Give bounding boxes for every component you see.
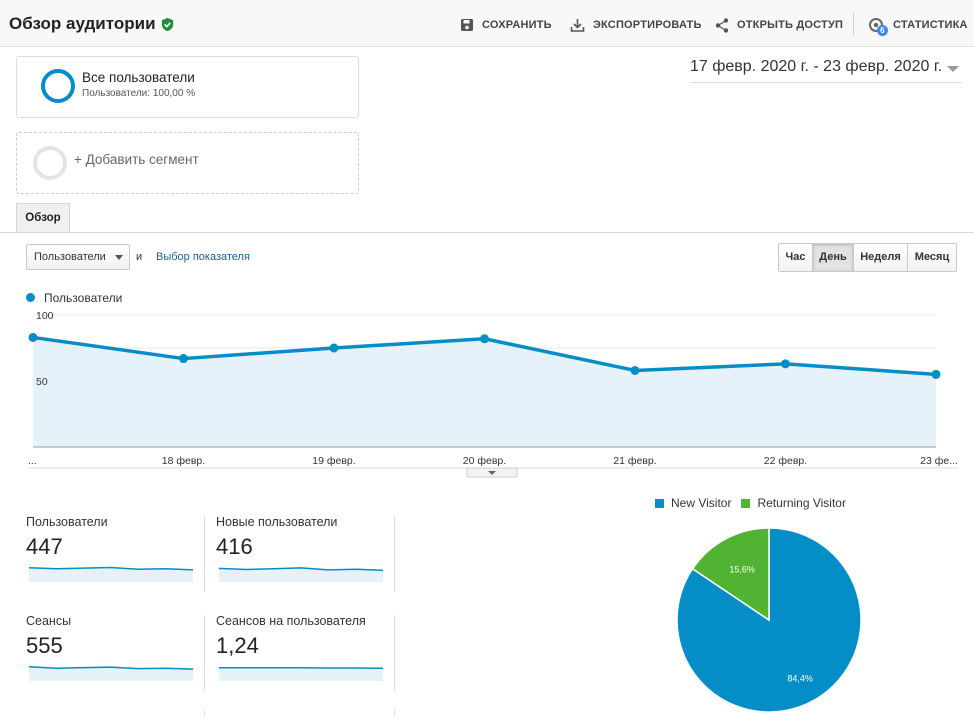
x-tick-label: ... xyxy=(28,455,37,467)
period-day-button[interactable]: День xyxy=(813,243,854,272)
legend-swatch xyxy=(741,498,751,508)
export-label: ЭКСПОРТИРОВАТЬ xyxy=(593,19,702,31)
period-week-button[interactable]: Неделя xyxy=(854,243,908,272)
metric-label: Пользователи xyxy=(26,515,108,529)
data-point[interactable] xyxy=(179,354,188,364)
x-tick-label: 18 февр. xyxy=(162,455,205,467)
legend-marker xyxy=(26,293,35,302)
x-tick-label: 20 февр. xyxy=(463,455,506,467)
metric-users[interactable]: Пользователи 447 xyxy=(26,515,196,597)
legend-label: New Visitor xyxy=(671,496,732,510)
pie-slice[interactable] xyxy=(691,527,770,622)
insights-badge: 6 xyxy=(877,25,888,36)
chevron-down-icon[interactable] xyxy=(947,66,959,72)
series-area xyxy=(33,337,936,447)
metric-label: Новые пользователи xyxy=(216,515,338,529)
pie-slice-label: 15,6% xyxy=(729,565,755,575)
metric-divider xyxy=(204,615,205,691)
choose-metric-link[interactable]: Выбор показателя xyxy=(156,251,250,263)
metric-divider xyxy=(204,516,205,592)
chevron-down-icon xyxy=(115,255,123,260)
metric-sparkline xyxy=(219,667,384,681)
metric-sessions[interactable]: Сеансы 555 xyxy=(26,614,196,696)
share-button[interactable]: ОТКРЫТЬ ДОСТУП xyxy=(715,17,843,33)
date-range-picker[interactable]: 17 февр. 2020 г. - 23 февр. 2020 г. xyxy=(690,58,962,83)
x-tick-label: 19 февр. xyxy=(312,455,355,467)
page-title: Обзор аудитории xyxy=(9,14,156,33)
segment-subtitle: Пользователи: 100,00 % xyxy=(82,88,196,99)
y-tick-label: 100 xyxy=(36,310,54,322)
download-icon xyxy=(570,18,585,32)
tab-divider xyxy=(0,232,974,233)
period-hour-button[interactable]: Час xyxy=(778,243,813,272)
metric-divider xyxy=(394,516,395,592)
save-icon xyxy=(461,19,473,31)
metric-divider xyxy=(394,615,395,691)
data-point[interactable] xyxy=(329,343,339,353)
export-button[interactable]: ЭКСПОРТИРОВАТЬ xyxy=(570,17,702,33)
verified-shield-icon xyxy=(161,17,174,32)
pie-slice-label: 84,4% xyxy=(787,673,813,683)
data-point[interactable] xyxy=(630,365,640,375)
y-tick-label: 50 xyxy=(36,376,48,388)
metric-new-users[interactable]: Новые пользователи 416 xyxy=(216,515,386,597)
segment-ring-icon xyxy=(41,69,75,103)
metric-dropdown[interactable]: Пользователи xyxy=(26,244,130,270)
insights-button[interactable]: 6 СТАТИСТИКА xyxy=(868,17,968,36)
metric-sessions-per-user[interactable]: Сеансов на пользователя 1,24 xyxy=(216,614,386,696)
x-tick-label: 23 фе... xyxy=(920,455,958,467)
add-segment-card[interactable] xyxy=(16,132,359,194)
metric-label: Сеансы xyxy=(26,614,72,628)
sparkline-area xyxy=(29,567,193,582)
data-point[interactable] xyxy=(781,359,790,369)
sparkline-line xyxy=(28,665,194,670)
sparkline-area xyxy=(219,567,383,582)
pie-legend-item-returning[interactable]: Returning Visitor xyxy=(741,496,846,510)
and-label: и xyxy=(136,251,143,263)
x-tick-label: 22 февр. xyxy=(764,455,807,467)
metric-label: Сеансов на пользователя xyxy=(216,614,366,628)
metric-sparkline xyxy=(218,567,384,582)
period-toggle-group: Час День Неделя Месяц xyxy=(778,243,957,272)
add-segment-label[interactable]: + Добавить сегмент xyxy=(74,152,199,167)
legend-label: Returning Visitor xyxy=(757,496,846,510)
share-label: ОТКРЫТЬ ДОСТУП xyxy=(737,19,844,31)
data-point[interactable] xyxy=(28,332,38,342)
save-label: СОХРАНИТЬ xyxy=(482,19,552,31)
tab-overview[interactable]: Обзор xyxy=(16,203,70,232)
sparkline-line xyxy=(28,566,194,571)
insights-label: СТАТИСТИКА xyxy=(893,19,968,31)
pie-legend: New Visitor Returning Visitor xyxy=(655,496,856,510)
metric-divider xyxy=(394,710,395,716)
metric-value: 1,24 xyxy=(216,633,259,658)
legend-swatch xyxy=(655,498,664,508)
period-month-button[interactable]: Месяц xyxy=(908,243,957,272)
x-tick-label: 21 февр. xyxy=(613,455,656,467)
data-point[interactable] xyxy=(480,334,489,344)
metric-sparkline xyxy=(28,566,194,582)
visitor-type-pie-chart: 84,4% 15,6% xyxy=(676,527,862,713)
sparkline-line xyxy=(218,567,384,572)
sparkline-area xyxy=(219,667,383,681)
save-button[interactable]: СОХРАНИТЬ xyxy=(460,17,552,33)
empty-segment-ring-icon xyxy=(33,146,67,180)
metric-value: 416 xyxy=(216,534,253,559)
metric-value: 555 xyxy=(26,633,63,658)
toolbar-divider xyxy=(853,13,854,35)
metric-sparkline xyxy=(28,665,194,681)
metric-value: 447 xyxy=(26,534,63,559)
sparkline-area xyxy=(29,666,193,681)
segment-card-all-users[interactable] xyxy=(16,56,359,118)
share-icon xyxy=(715,17,729,33)
users-line-chart: 100 50... 18 февр. 19 февр. 20 февр. 21 февр.… xyxy=(28,310,958,478)
chart-legend-label: Пользователи xyxy=(44,291,123,305)
insights-icon: 6 xyxy=(868,17,888,36)
metric-divider xyxy=(204,710,205,716)
data-point[interactable] xyxy=(931,369,941,379)
chevron-down-icon xyxy=(488,471,496,475)
metric-dropdown-value: Пользователи xyxy=(34,251,106,263)
segment-title: Все пользователи xyxy=(82,70,195,85)
pie-legend-item-new[interactable]: New Visitor xyxy=(655,496,731,510)
